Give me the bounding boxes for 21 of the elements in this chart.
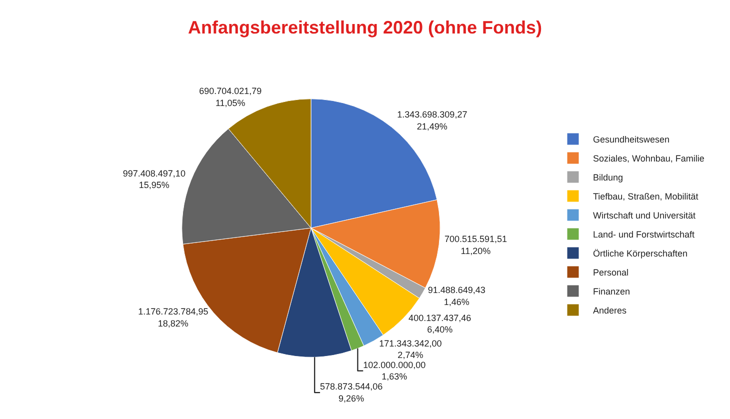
legend-label: Örtliche Körperschaften: [593, 248, 688, 259]
data-label: 1.343.698.309,27 21,49%: [397, 110, 468, 132]
data-label: 997.408.497,10 15,95%: [122, 168, 186, 190]
legend-label: Gesundheitswesen: [593, 134, 670, 145]
data-label: 1.176.723.784,95 18,82%: [138, 306, 208, 328]
legend-label: Finanzen: [593, 286, 630, 297]
data-label: 102.000.000,00 1,63%: [363, 360, 426, 382]
legend-label: Bildung: [593, 172, 624, 183]
chart-title: Anfangsbereitstellung 2020 (ohne Fonds): [188, 18, 542, 38]
data-label: 91.488.649,43 1,46%: [428, 285, 486, 307]
legend-label: Soziales, Wohnbau, Familie: [593, 154, 704, 164]
data-label: 400.137.437,46 6,40%: [408, 312, 472, 335]
data-label: 578.873.544,06 9,26%: [320, 382, 383, 404]
data-label: 700.515.591,51 11,20%: [444, 234, 508, 256]
legend-label: Personal: [593, 268, 629, 278]
data-label: 690.704.021,79 11,05%: [199, 86, 262, 108]
data-label: 171.343.342,00 2,74%: [379, 338, 442, 360]
legend-label: Wirtschaft und Universität: [593, 210, 696, 221]
legend-label: Anderes: [593, 306, 628, 316]
legend-label: Tiefbau, Straßen, Mobilität: [593, 192, 699, 202]
legend-label: Land- und Forstwirtschaft: [593, 230, 696, 240]
